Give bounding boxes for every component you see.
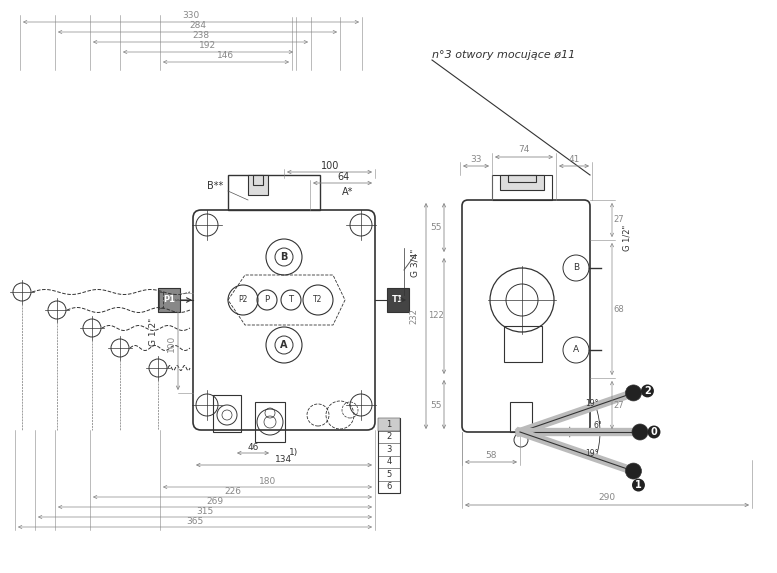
Text: 27: 27 [614,401,624,410]
Text: 100: 100 [166,335,176,352]
Bar [378,418,400,493]
Text: 68: 68 [614,304,625,313]
Text: 6: 6 [386,482,392,491]
Text: 55: 55 [430,223,442,233]
Text: 46: 46 [247,442,259,452]
Text: 232: 232 [409,308,419,324]
Text: G 3/4": G 3/4" [410,249,419,277]
Text: 180: 180 [259,477,276,485]
Bar [158,288,180,312]
Text: 146: 146 [218,52,235,61]
Bar [228,175,320,210]
Text: 269: 269 [207,496,224,505]
Text: P2: P2 [239,296,248,304]
Bar [255,402,285,442]
Text: P1: P1 [163,296,175,304]
Text: 5: 5 [386,470,392,479]
Text: 64: 64 [338,172,350,182]
Text: 2: 2 [644,386,651,396]
Text: T: T [288,296,294,304]
Text: A: A [573,346,579,355]
Text: T1: T1 [392,296,404,304]
Text: B**: B** [207,181,223,191]
Text: 365: 365 [186,516,204,525]
Text: n°3 otwory mocujące ø11: n°3 otwory mocujące ø11 [432,50,575,60]
Text: 290: 290 [598,493,615,503]
Bar [387,288,409,312]
Text: G 1/2": G 1/2" [622,225,631,251]
Text: 330: 330 [183,11,200,21]
Bar [253,175,263,185]
Text: 315: 315 [197,507,214,516]
Text: 0: 0 [650,427,657,437]
Text: 226: 226 [224,486,241,496]
Text: 238: 238 [192,32,209,41]
Text: 1): 1) [289,449,298,457]
Text: 6°: 6° [594,422,602,430]
Text: 33: 33 [470,155,482,163]
Text: A: A [280,340,287,350]
Text: 1: 1 [635,480,642,490]
Text: 74: 74 [518,146,530,155]
Text: 58: 58 [486,450,497,460]
Text: 134: 134 [275,454,293,464]
Text: 55: 55 [430,401,442,410]
Bar [508,175,536,182]
Text: 100: 100 [321,161,340,171]
Text: A*: A* [343,187,354,197]
Text: 19°: 19° [585,449,599,458]
Circle shape [625,385,642,401]
Text: 3: 3 [386,445,392,454]
Text: 4: 4 [386,457,392,466]
Circle shape [625,463,642,479]
Text: 284: 284 [189,22,206,30]
Text: 27: 27 [614,215,624,225]
Text: 122: 122 [428,312,444,320]
Text: G 1.2": G 1.2" [148,318,158,346]
Bar [500,175,544,190]
Bar [492,175,552,200]
Bar [378,418,400,430]
Text: 1: 1 [386,420,392,429]
Text: 19°: 19° [585,399,599,409]
Text: P: P [264,296,270,304]
Text: 192: 192 [200,41,217,50]
Bar [213,395,241,432]
Text: B: B [280,252,287,262]
Bar [504,326,542,362]
Circle shape [632,424,648,440]
Text: B: B [573,264,579,273]
Bar [510,402,532,432]
Text: T2: T2 [313,296,322,304]
Text: 41: 41 [568,155,580,163]
Bar [248,175,268,195]
Text: 2: 2 [386,432,392,441]
